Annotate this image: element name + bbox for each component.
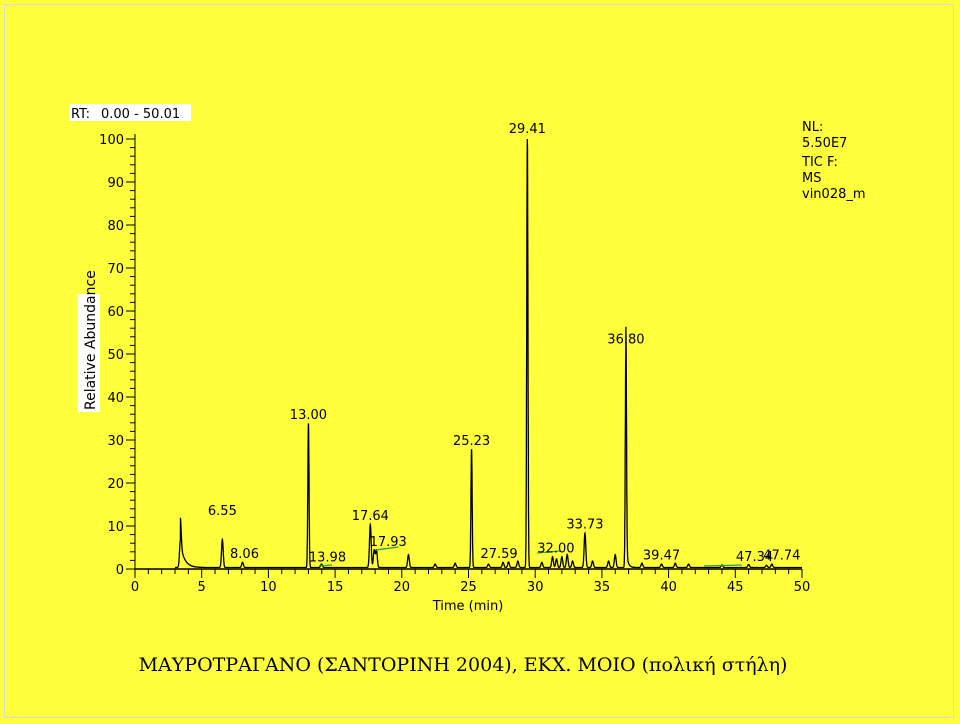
x-tick-label: 50 [794,580,811,595]
peak-label: 17.93 [370,535,407,550]
peak-label: 13.98 [309,551,346,566]
x-tick-label: 0 [131,580,139,595]
rt-label: RT: [71,107,90,122]
x-tick-label: 15 [327,580,344,595]
peak-label: 17.64 [352,509,389,524]
peak-label: 47.74 [763,549,800,564]
y-tick-label: 90 [107,176,124,191]
peak-label: 13.00 [290,408,327,423]
y-tick-label: 70 [107,262,124,277]
peak-label: 33.73 [566,518,603,533]
peak-label: 27.59 [480,547,517,562]
x-axis-title: Time (min) [432,599,504,614]
y-tick-label: 100 [99,133,124,148]
integration-mark-1 [318,564,333,567]
peak-label: 6.55 [208,504,237,519]
y-axis-title: Relative Abundance [83,270,99,410]
y-axis-title-box [78,294,100,412]
y-ticks: 0 10 20 30 40 50 60 70 80 90 100 [99,133,135,578]
y-tick-label: 10 [107,520,124,535]
rt-range: 0.00 - 50.01 [101,107,180,122]
integration-mark-3 [536,550,561,554]
chromatogram-trace [175,138,802,569]
figure-caption: ΜΑΥΡΟΤΡΑΓΑΝΟ (ΣΑΝΤΟΡΙΝΗ 2004), ΕΚΧ. ΜΟΙΟ… [138,654,788,676]
y-tick-label: 0 [116,563,124,578]
peak-label: 29.41 [509,122,546,137]
info-tic: TIC F: [801,155,838,170]
x-tick-label: 20 [394,580,411,595]
peak-label: 8.06 [230,547,259,562]
x-tick-label: 30 [527,580,544,595]
integration-mark-4 [703,564,743,567]
peak-labels: 6.55 8.06 13.00 13.98 17.64 17.93 25.23 27.59 29… [208,122,801,566]
x-ticks: 0 5 10 15 20 25 30 35 40 45 50 [131,569,810,595]
info-nl-value: 5.50E7 [802,136,847,151]
rt-header-box [69,104,191,121]
x-tick-label: 35 [594,580,611,595]
integration-mark-2 [375,546,399,551]
x-tick-label: 10 [260,580,277,595]
info-nl: NL: [802,120,823,135]
peak-label: 32.00 [537,541,574,556]
y-tick-label: 30 [107,434,124,449]
peak-label: 36.80 [607,333,644,348]
y-tick-label: 60 [107,305,124,320]
x-tick-label: 5 [198,580,206,595]
y-axis-title-group: Relative Abundance [78,270,100,412]
y-tick-label: 50 [107,348,124,363]
x-tick-label: 25 [460,580,477,595]
peak-label: 25.23 [453,434,490,449]
info-file: vin028_m [802,187,866,202]
info-ms: MS [802,171,821,186]
x-tick-label: 45 [727,580,744,595]
y-tick-label: 20 [107,477,124,492]
y-tick-label: 40 [107,391,124,406]
figure-frame [4,4,954,718]
peak-label: 47.34 [736,550,773,565]
x-tick-label: 40 [660,580,677,595]
y-tick-label: 80 [107,219,124,234]
peak-label: 39.47 [643,549,680,564]
